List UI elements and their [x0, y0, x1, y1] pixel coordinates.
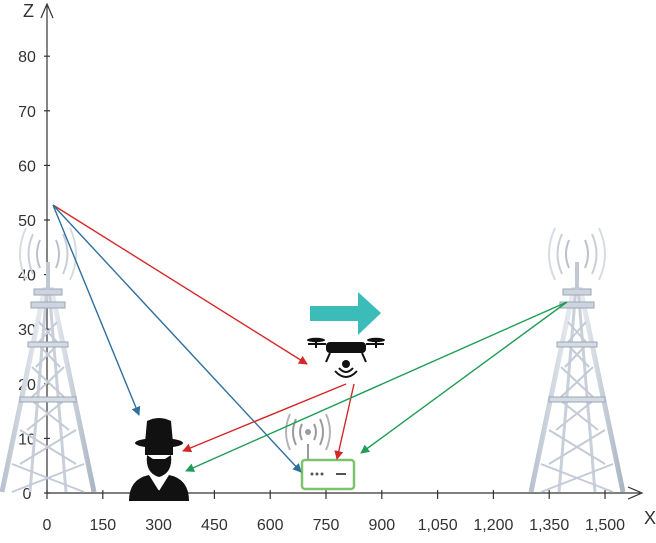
drone-icon	[307, 337, 385, 378]
z-tick-label: 50	[18, 213, 36, 230]
link-left-tower-to-drone	[52, 204, 308, 365]
link-right-tower-to-eavesdropper	[185, 301, 568, 472]
z-tick-label: 70	[18, 104, 36, 121]
z-tick-label: 10	[18, 431, 36, 448]
z-tick-label: 40	[18, 268, 36, 285]
x-tick-label: 1,500	[585, 517, 625, 534]
wifi-router-icon	[285, 413, 356, 491]
left-cell-tower-icon	[2, 228, 94, 492]
x-tick-label: 1,350	[529, 517, 569, 534]
x-tick-label: 750	[313, 517, 340, 534]
signal-links	[52, 204, 568, 473]
x-tick-label: 1,200	[473, 517, 513, 534]
x-tick-label: 300	[145, 517, 172, 534]
link-drone-to-eavesdropper	[182, 383, 347, 453]
link-left-tower-to-eavesdropper	[52, 204, 141, 416]
x-axis-arrowhead	[627, 486, 644, 500]
x-tick-label: 600	[257, 517, 284, 534]
x-tick-label: 0	[43, 517, 52, 534]
right-cell-tower-icon	[531, 228, 623, 492]
link-right-tower-to-access-point	[360, 301, 568, 454]
x-tick-label: 450	[201, 517, 228, 534]
x-tick-label: 1,050	[418, 517, 458, 534]
right-arrow-icon	[310, 292, 381, 335]
x-axis-ticks: 0 150 300 450 600 750 900 1,050 1,200 1,350 1,500	[43, 490, 625, 534]
x-axis-label: X	[644, 508, 656, 528]
z-tick-label: 30	[18, 322, 36, 339]
x-tick-label: 150	[89, 517, 116, 534]
spy-icon	[129, 418, 189, 501]
z-axis-label: Z	[23, 1, 34, 21]
z-tick-label: 60	[18, 158, 36, 175]
z-tick-label: 0	[23, 486, 32, 503]
link-drone-to-access-point	[334, 383, 355, 460]
z-tick-label: 80	[18, 49, 36, 66]
link-left-tower-to-access-point	[52, 204, 302, 473]
x-tick-label: 900	[368, 517, 395, 534]
z-axis-arrowhead	[40, 2, 54, 19]
